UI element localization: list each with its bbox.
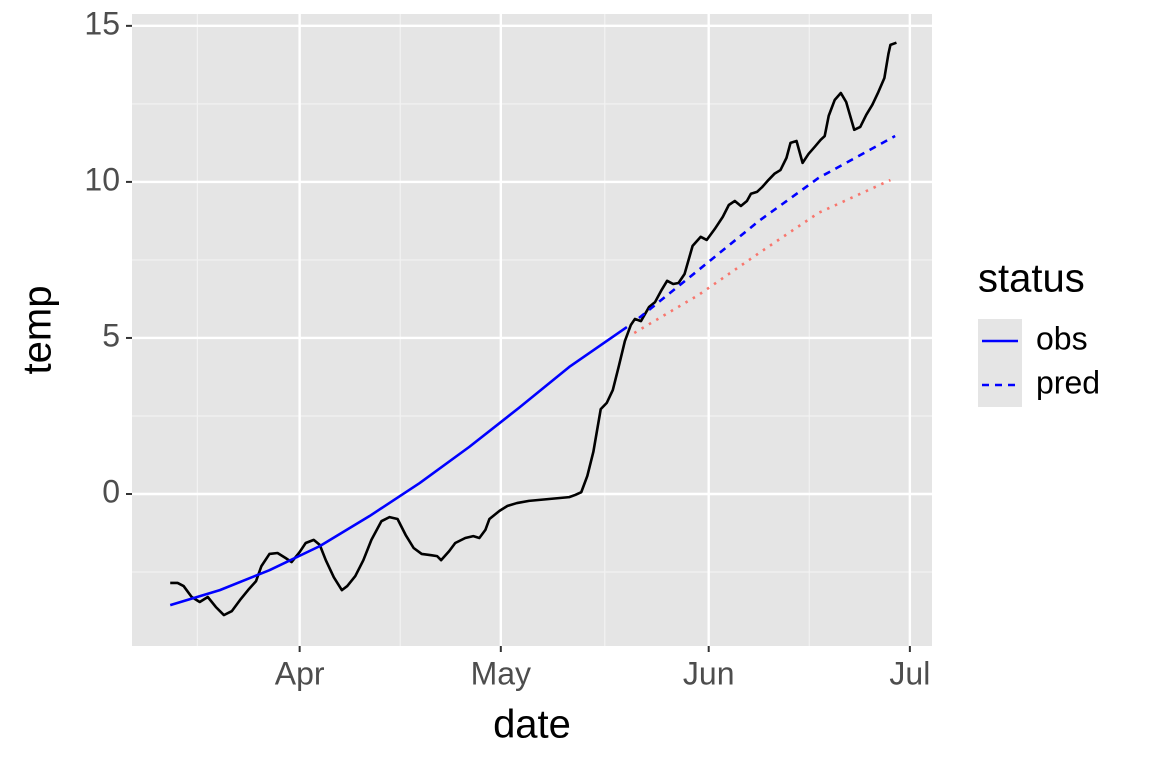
panel-background (132, 14, 932, 646)
legend-label: pred (1036, 364, 1100, 400)
y-axis-title: temp (16, 286, 60, 375)
grid (132, 14, 932, 646)
x-tick-label: Jul (889, 655, 930, 691)
x-axis-title: date (493, 703, 571, 747)
line-series (170, 41, 897, 617)
y-tick-label: 10 (84, 161, 120, 197)
legend-title: status (978, 257, 1085, 301)
legend: status obs pred (978, 257, 1100, 407)
axes: 0 5 10 15 Apr May Jun Jul (84, 5, 930, 691)
y-tick-label: 0 (102, 473, 120, 509)
line-series (169, 325, 628, 607)
x-tick-label: May (471, 655, 531, 691)
y-tick-label: 15 (84, 5, 120, 41)
legend-label: obs (1036, 320, 1088, 356)
line-series (633, 178, 891, 335)
x-tick-label: Jun (683, 655, 735, 691)
x-tick-label: Apr (275, 655, 325, 691)
lines (169, 41, 897, 617)
y-tick-label: 5 (102, 317, 120, 353)
